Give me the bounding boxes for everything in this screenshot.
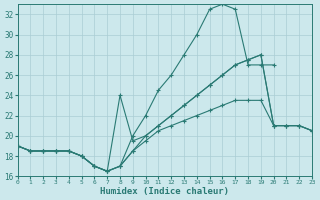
X-axis label: Humidex (Indice chaleur): Humidex (Indice chaleur) bbox=[100, 187, 229, 196]
